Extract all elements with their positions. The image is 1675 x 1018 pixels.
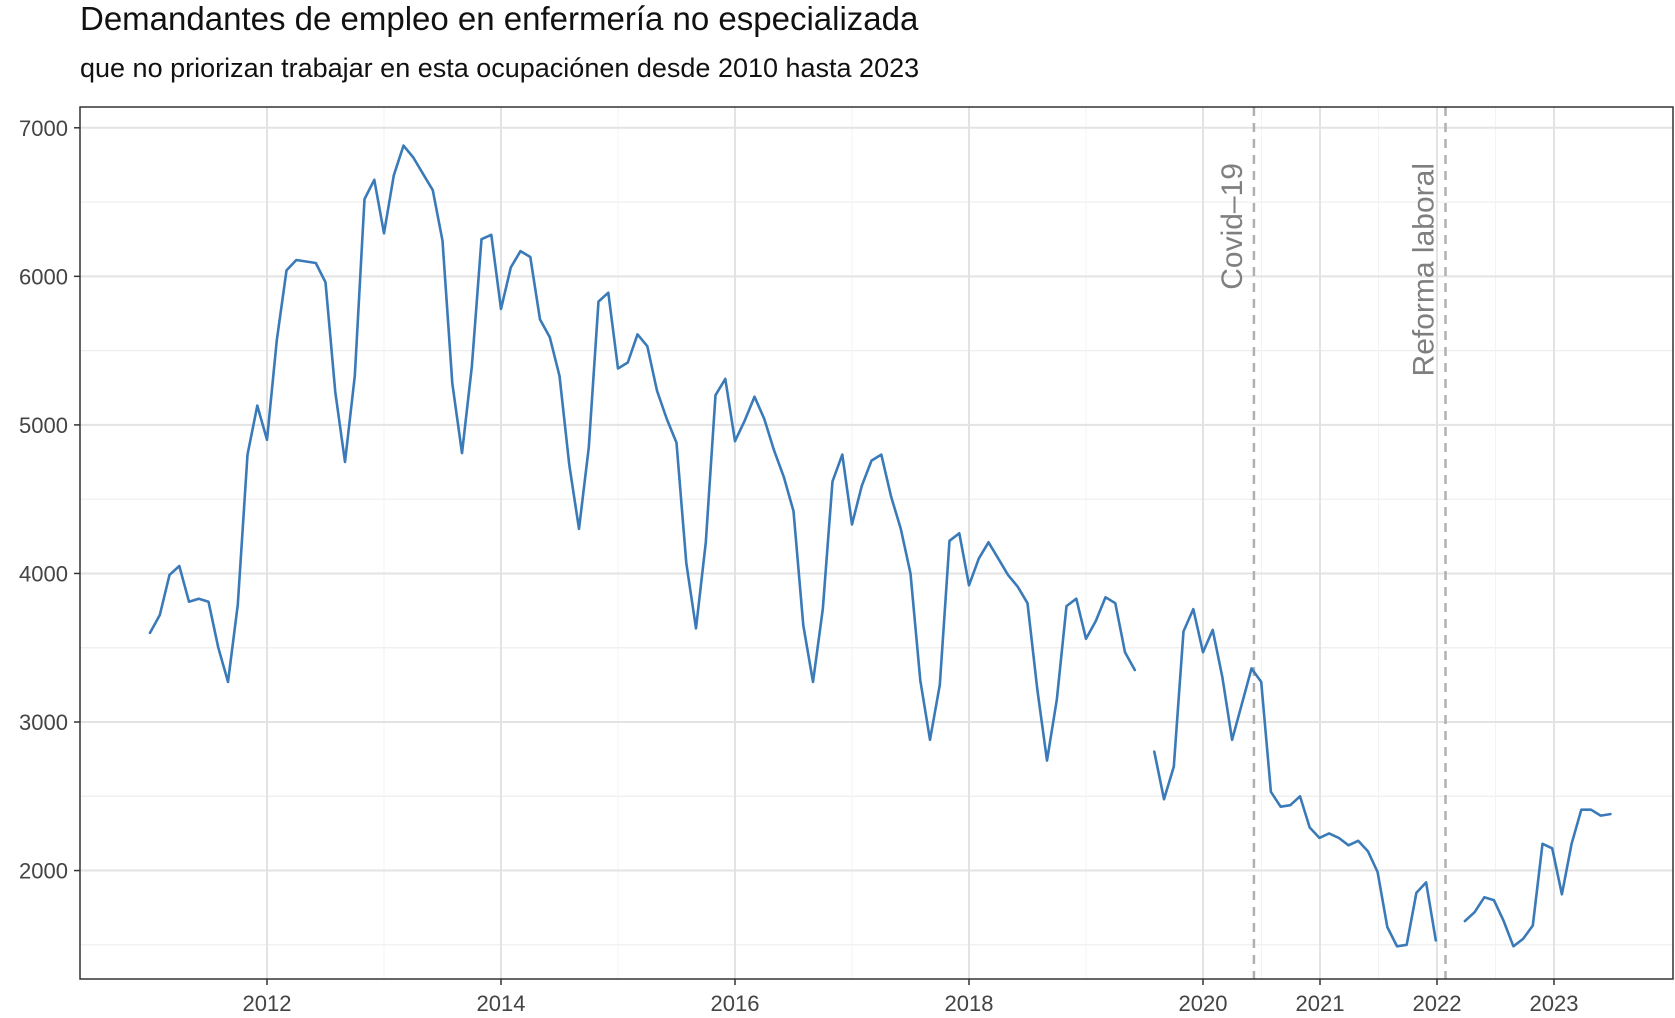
y-tick-label: 4000: [19, 561, 68, 586]
x-tick-label: 2018: [945, 991, 994, 1016]
chart-title: Demandantes de empleo en enfermería no e…: [80, 0, 919, 37]
series-line-segment: [148, 144, 1137, 762]
y-tick-label: 7000: [19, 116, 68, 141]
grid-major: [80, 107, 1673, 979]
annotation-label: Reforma laboral: [1408, 163, 1441, 376]
x-tick-label: 2023: [1530, 991, 1579, 1016]
x-tick-label: 2021: [1296, 991, 1345, 1016]
axis-ticks: [74, 127, 1555, 985]
tick-labels: 2000 3000 4000 5000 6000 7000 2012 2014 2016 2018…: [19, 116, 1578, 1016]
y-tick-label: 2000: [19, 859, 68, 884]
y-tick-label: 5000: [19, 413, 68, 438]
chart-subtitle: que no priorizan trabajar en esta ocupac…: [80, 53, 920, 83]
annotation-text: Covid–19 Reforma laboral: [1216, 163, 1441, 376]
y-tick-label: 3000: [19, 710, 68, 735]
x-tick-label: 2020: [1179, 991, 1228, 1016]
series-line-segment: [1153, 607, 1438, 948]
y-tick-label: 6000: [19, 264, 68, 289]
x-tick-label: 2014: [477, 991, 526, 1016]
grid-minor: [80, 107, 1673, 979]
x-tick-label: 2016: [711, 991, 760, 1016]
series-line-segment: [1463, 808, 1612, 948]
x-tick-label: 2022: [1413, 991, 1462, 1016]
series-layer: [148, 144, 1612, 948]
annotation-lines: [1252, 107, 1447, 979]
annotation-label: Covid–19: [1216, 163, 1249, 290]
x-tick-label: 2012: [243, 991, 292, 1016]
plot-border: [79, 106, 1674, 980]
